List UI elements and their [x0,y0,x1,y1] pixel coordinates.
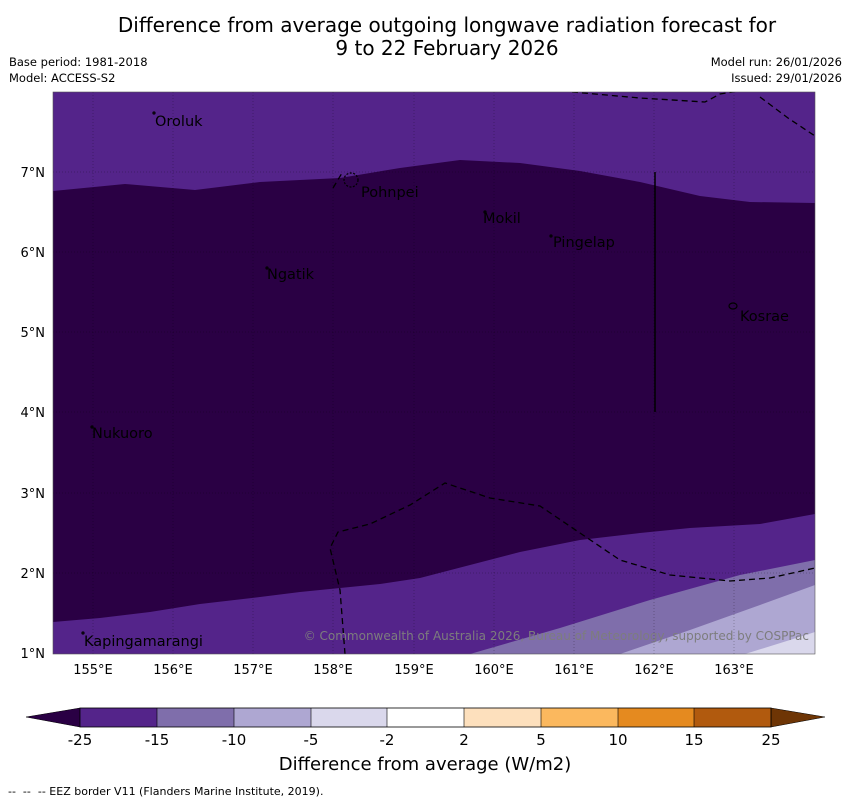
kapingamarangi-atoll [81,631,85,635]
oroluk-atoll [152,111,156,115]
colorbar-swatch-4 [311,708,387,727]
eez-footnote: -- -- -- EEZ border V11 (Flanders Marine… [8,785,324,798]
pingelap-atoll [549,234,553,238]
model-name: Model: ACCESS-S2 [9,71,116,85]
colorbar-tick-7: 10 [608,731,627,749]
eez-borders [329,92,815,654]
map-plot-area: Oroluk Pohnpei Mokil Pingelap Ngatik Kos… [53,92,815,654]
colorbar-swatch-9 [694,708,771,727]
meta-left: Base period: 1981-2018 Model: ACCESS-S2 [9,54,148,86]
place-label-ngatik: Ngatik [267,267,315,283]
colorbar-swatch-7 [541,708,618,727]
colorbar-title: Difference from average (W/m2) [278,754,572,775]
lat-label-3: 3°N [21,487,46,502]
lat-label-2: 2°N [21,567,46,582]
colorbar-tick-5: 2 [459,731,469,749]
nukuoro-atoll [90,425,94,429]
ngatik-atoll [265,266,269,270]
anomaly-band-minus5 [620,585,815,654]
colorbar-tick-0: -25 [68,731,93,749]
kosrae-island [728,302,738,310]
anomaly-band-minus2 [745,632,815,654]
lat-label-4: 4°N [21,406,46,421]
colorbar-frame [79,707,772,728]
title-line-2: 9 to 22 February 2026 [335,36,559,60]
lat-label-5: 5°N [21,326,46,341]
colorbar-tick-6: 5 [536,731,546,749]
anomaly-band-minus25 [53,160,815,622]
map-title: Difference from average outgoing longwav… [0,14,850,60]
meta-right: Model run: 26/01/2026 Issued: 29/01/2026 [711,54,842,86]
lon-label-155: 155°E [73,663,113,678]
copyright-notice: © Commonwealth of Australia 2026, Bureau… [304,629,809,643]
lon-label-157: 157°E [233,663,273,678]
lon-label-163: 163°E [714,663,754,678]
place-label-pohnpei: Pohnpei [361,185,419,201]
mokil-atoll [483,210,487,214]
lat-label-6: 6°N [21,246,46,261]
lon-label-159: 159°E [394,663,434,678]
colorbar-dividers [156,708,695,727]
base-period: Base period: 1981-2018 [9,55,148,69]
colorbar-tick-1: -15 [145,731,170,749]
place-label-pingelap: Pingelap [553,235,615,251]
title-line-1: Difference from average outgoing longwav… [117,13,777,37]
lon-label-158: 158°E [313,663,353,678]
colorbar-tick-9: 25 [761,731,780,749]
pohnpei-island [343,172,359,188]
graticule [53,92,815,654]
place-label-mokil: Mokil [483,211,521,227]
place-label-nukuoro: Nukuoro [92,426,153,442]
latitude-axis: 7°N 6°N 5°N 4°N 3°N 2°N 1°N [21,166,46,662]
colorbar-swatch-6 [464,708,541,727]
colorbar-swatch-2 [157,708,234,727]
colorbar-swatch-5 [387,708,464,727]
colorbar-tick-4: -2 [380,731,395,749]
colorbar-swatch-8 [618,708,694,727]
issued-date: Issued: 29/01/2026 [731,71,842,85]
colorbar-tick-3: -5 [304,731,319,749]
map-frame [52,91,816,655]
colorbar-tick-2: -10 [222,731,247,749]
colorbar: -25 -15 -10 -5 -2 2 5 10 15 25 [25,707,826,749]
colorbar-tick-8: 15 [684,731,703,749]
longitude-axis: 155°E 156°E 157°E 158°E 159°E 160°E 161°… [73,663,754,678]
place-label-kapingamarangi: Kapingamarangi [84,634,203,650]
place-label-oroluk: Oroluk [155,114,203,130]
lon-label-162: 162°E [634,663,674,678]
place-label-kosrae: Kosrae [740,309,789,325]
lon-label-156: 156°E [153,663,193,678]
lon-label-160: 160°E [474,663,514,678]
colorbar-swatch-3 [234,708,311,727]
colorbar-swatch-max-extend [770,707,826,728]
lon-label-161: 161°E [554,663,594,678]
islands [81,111,738,635]
model-run: Model run: 26/01/2026 [710,55,842,69]
colorbar-swatch-1 [80,708,157,727]
lat-label-1: 1°N [21,647,46,662]
lat-label-7: 7°N [21,166,46,181]
colorbar-swatch-min-extend [25,707,81,728]
